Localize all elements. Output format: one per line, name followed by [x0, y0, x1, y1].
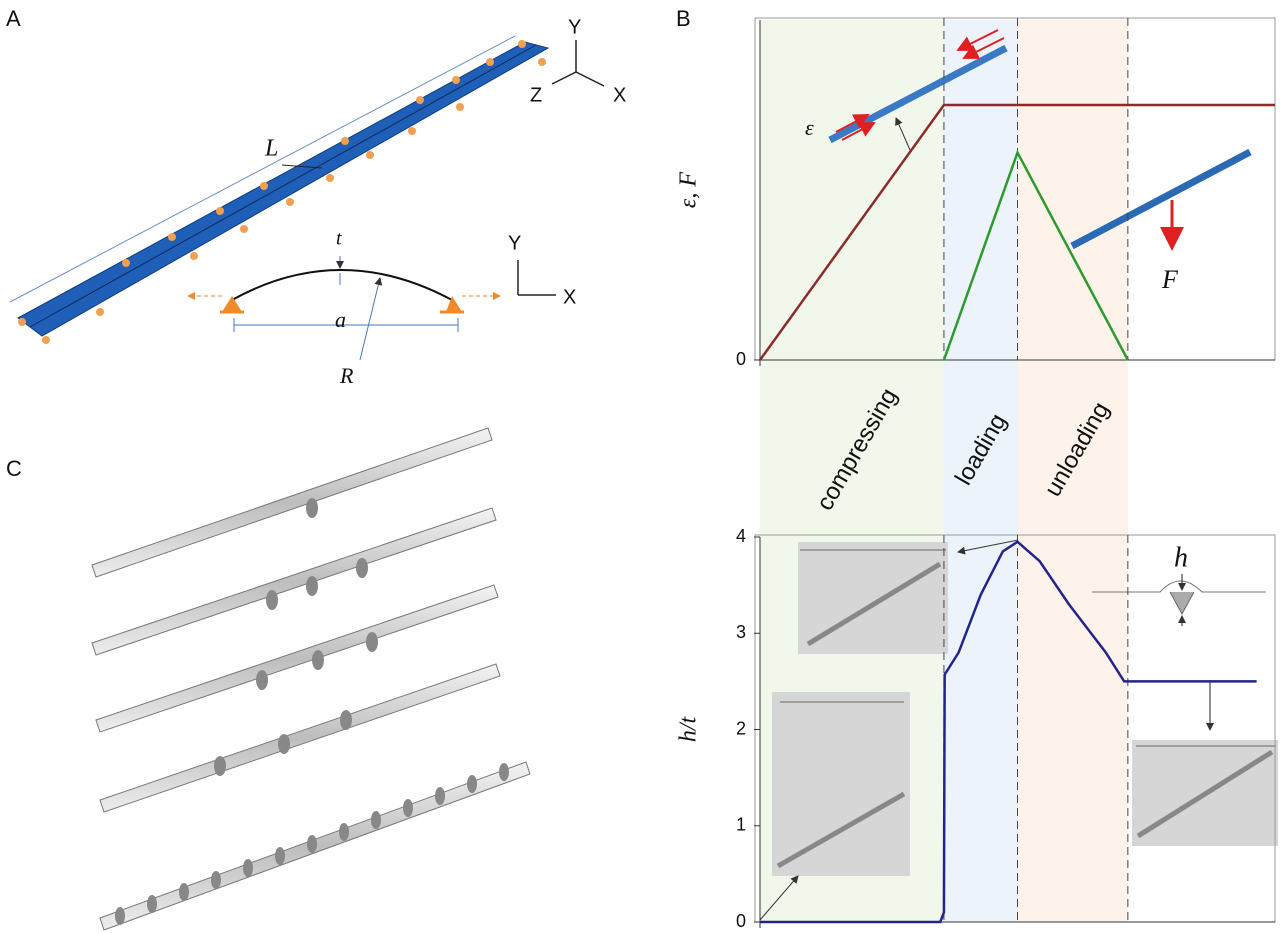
- y-tick-label: 1: [736, 815, 746, 835]
- axis-label: X: [563, 286, 576, 308]
- beam-model: [9, 35, 550, 344]
- annotation: h: [1174, 542, 1188, 573]
- cross-section: [187, 256, 556, 361]
- buckling-modes: [91, 427, 531, 931]
- length-label: L: [264, 136, 278, 162]
- insets: [759, 29, 1278, 921]
- y-tick-label: 2: [736, 718, 746, 738]
- phase-band: [943, 20, 1018, 922]
- y-tick-label: 3: [736, 622, 746, 642]
- phase-band: [1017, 20, 1128, 922]
- data-line: [758, 103, 1275, 361]
- y-tick-label: 0: [736, 911, 746, 931]
- y-tick-label: 4: [736, 526, 746, 546]
- panel-label: A: [6, 6, 21, 31]
- y-axis-label: h/t: [676, 716, 702, 743]
- axis-label: Z: [530, 84, 542, 106]
- panel-label: C: [6, 456, 22, 481]
- annotation: F: [1161, 265, 1179, 294]
- y-axis-label: ε, F: [676, 172, 702, 208]
- axis-label: Y: [508, 232, 521, 254]
- width-label: a: [335, 307, 346, 332]
- radius-label: R: [339, 363, 354, 388]
- annotation: ε: [805, 115, 814, 140]
- axes-3d: [551, 40, 605, 87]
- data-line: [942, 149, 1129, 361]
- panel-label: B: [676, 6, 691, 31]
- axis-label: X: [613, 84, 626, 106]
- y-tick-label: 0: [736, 349, 746, 369]
- thickness-label: t: [336, 228, 342, 250]
- data-line: [760, 540, 1257, 924]
- axis-label: Y: [568, 16, 581, 38]
